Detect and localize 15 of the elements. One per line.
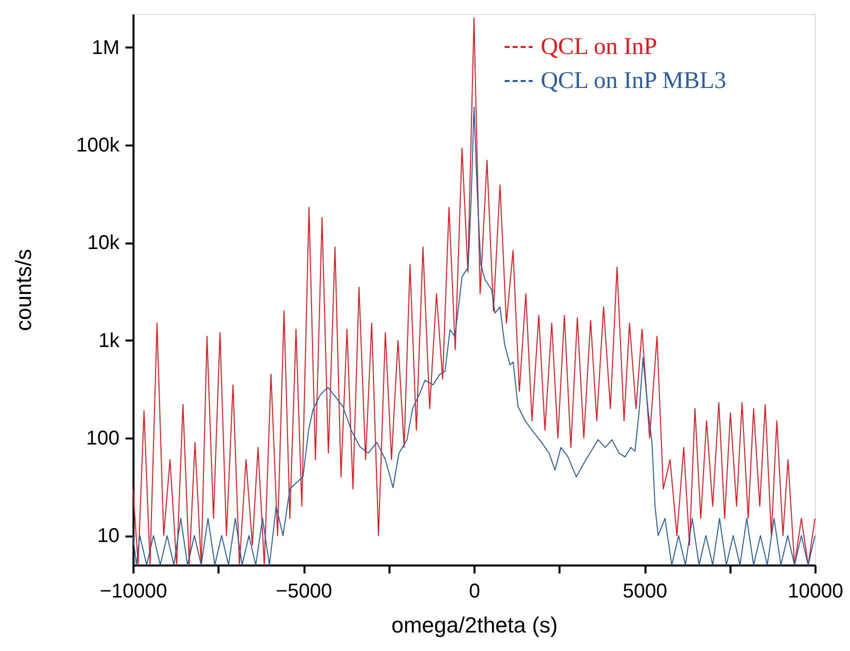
legend-label: QCL on InP bbox=[540, 34, 658, 60]
legend-label: QCL on InP MBL3 bbox=[540, 68, 726, 94]
x-tick-label: 10000 bbox=[788, 580, 844, 602]
y-tick-label: 10k bbox=[87, 232, 120, 254]
y-tick-label: 1k bbox=[98, 330, 120, 352]
y-axis-title: counts/s bbox=[11, 249, 36, 331]
x-tick-label: −5000 bbox=[276, 580, 332, 602]
x-axis-title: omega/2theta (s) bbox=[391, 612, 558, 638]
x-tick-label: 0 bbox=[468, 580, 480, 602]
x-tick-label: 5000 bbox=[622, 580, 668, 602]
y-tick-label: 100k bbox=[76, 134, 120, 157]
y-tick-label: 10 bbox=[97, 525, 120, 548]
y-tick-label: 100 bbox=[86, 427, 120, 450]
y-tick-label: 1M bbox=[92, 36, 120, 59]
x-tick-label: −10000 bbox=[100, 580, 168, 602]
